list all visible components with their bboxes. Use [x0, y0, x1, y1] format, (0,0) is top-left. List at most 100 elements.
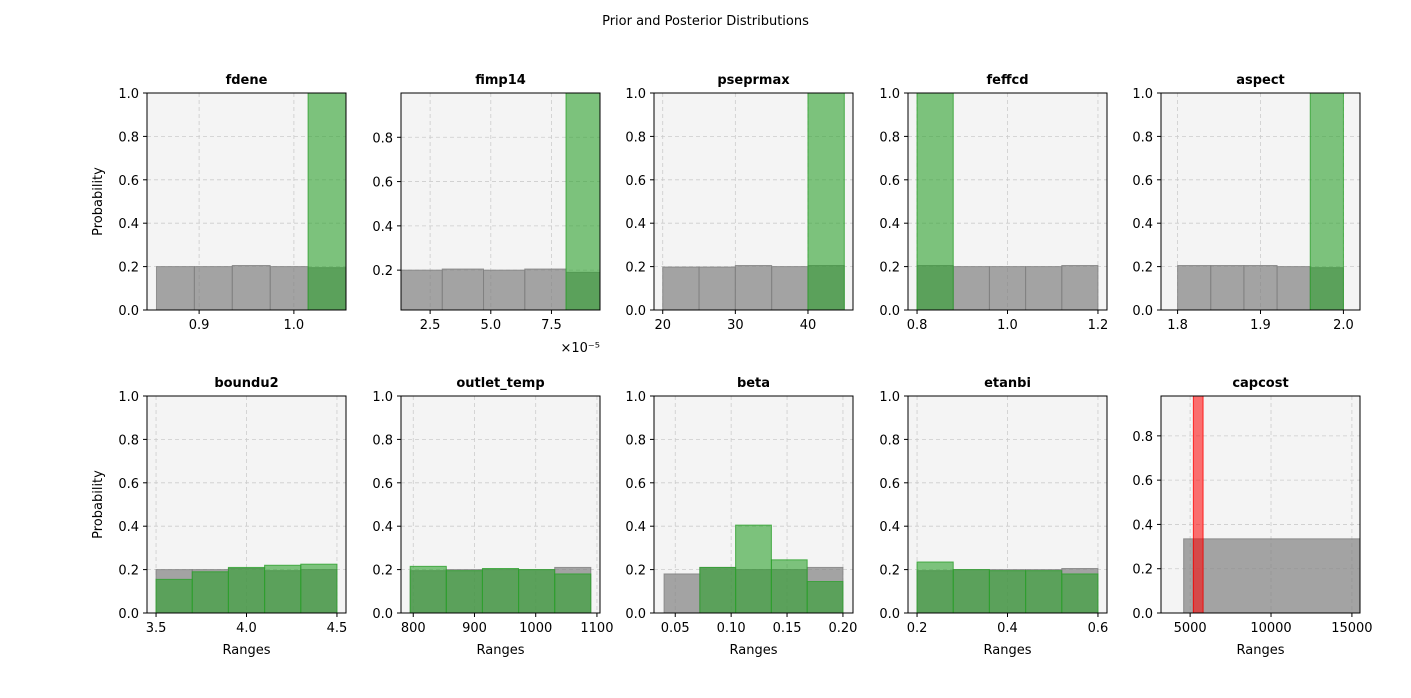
- x-tick-label: 1.0: [284, 318, 305, 333]
- x-offset-label: ×10⁻⁵: [560, 341, 600, 356]
- y-tick-label: 0.0: [118, 607, 139, 622]
- figure-title: Prior and Posterior Distributions: [602, 14, 809, 29]
- prior-bar: [1210, 265, 1245, 310]
- x-tick-label: 0.15: [773, 621, 802, 636]
- posterior-bar: [518, 569, 556, 613]
- y-tick-label: 0.4: [372, 520, 393, 535]
- posterior-bar: [1025, 570, 1063, 613]
- y-tick-label: 0.6: [372, 477, 393, 492]
- prior-bar: [771, 266, 809, 310]
- x-tick-label: 3.5: [146, 621, 167, 636]
- axes-frame: [1160, 395, 1361, 614]
- y-tick-label: 0.6: [118, 174, 139, 189]
- posterior-bar: [916, 93, 954, 310]
- y-tick-label: 1.0: [118, 390, 139, 405]
- y-tick-label: 0.2: [372, 564, 393, 579]
- y-tick-label: 0.8: [372, 131, 393, 146]
- x-tick-label: 7.5: [541, 318, 562, 333]
- subplot-capcost: 5000 10000 15000 0.0 0.2 0.4 0.6 0.8 capcost Rang…: [1132, 376, 1372, 658]
- x-tick-label: 0.4: [997, 621, 1018, 636]
- posterior-bar: [916, 561, 954, 613]
- posterior-bar: [307, 93, 346, 310]
- bars: [155, 93, 346, 310]
- posterior-bar: [445, 570, 483, 613]
- posterior-bar: [1309, 93, 1344, 310]
- bars: [409, 565, 592, 613]
- y-tick-label: 0.6: [879, 174, 900, 189]
- x-tick-label: 800: [401, 621, 426, 636]
- subplot-outlet_temp: 800 900 1000 1100 0.0 0.2 0.4 0.6 0.8 1.0 outlet_t…: [372, 376, 613, 658]
- subplot-boundu2: 3.5 4.0 4.5 0.0 0.2 0.4 0.6 0.8 1.0 boundu2 Ranges…: [91, 376, 347, 658]
- y-tick-label: 0.6: [1132, 474, 1153, 489]
- subplot-title: pseprmax: [717, 73, 790, 88]
- prior-bar: [1202, 538, 1360, 613]
- bars: [916, 93, 1099, 310]
- subplot-title: boundu2: [214, 376, 278, 391]
- x-tick-label: 15000: [1331, 621, 1372, 636]
- bars: [662, 93, 845, 310]
- prior-bar: [1243, 265, 1278, 310]
- x-tick-label: 20: [654, 318, 671, 333]
- posterior-bar: [409, 565, 447, 613]
- y-tick-label: 0.2: [1132, 261, 1153, 276]
- y-tick-label: 1.0: [625, 87, 646, 102]
- y-tick-label: 1.0: [1132, 87, 1153, 102]
- posterior-bar: [770, 559, 808, 613]
- prior-bar: [483, 269, 526, 310]
- posterior-bar: [1061, 573, 1099, 613]
- y-tick-label: 0.0: [625, 304, 646, 319]
- prior-bar: [401, 269, 443, 310]
- posterior-bar: [988, 570, 1027, 613]
- y-tick-label: 0.4: [879, 217, 900, 232]
- y-tick-label: 1.0: [879, 87, 900, 102]
- subplot-title: outlet_temp: [456, 376, 544, 391]
- subplot-aspect: 1.8 1.9 2.0 0.0 0.2 0.4 0.6 0.8 1.0 aspect: [1132, 73, 1361, 333]
- y-axis-label: Probability: [91, 470, 106, 539]
- subplot-beta: 0.05 0.10 0.15 0.20 0.0 0.2 0.4 0.6 0.8 1.0 beta Ra…: [625, 376, 857, 658]
- y-tick-label: 0.8: [1132, 130, 1153, 145]
- subplot-title: beta: [737, 376, 770, 391]
- y-tick-label: 0.4: [879, 520, 900, 535]
- axes-frame: [653, 395, 854, 614]
- y-tick-label: 0.8: [1132, 430, 1153, 445]
- prior-bar: [1061, 265, 1099, 310]
- y-tick-label: 0.6: [625, 174, 646, 189]
- y-tick-label: 0.8: [879, 433, 900, 448]
- y-tick-label: 0.0: [625, 607, 646, 622]
- x-tick-label: 1.9: [1250, 318, 1271, 333]
- posterior-bar: [191, 571, 229, 613]
- y-tick-label: 0.4: [1132, 518, 1153, 533]
- prior-bar: [231, 265, 271, 310]
- y-tick-label: 0.0: [372, 607, 393, 622]
- y-tick-label: 0.8: [118, 433, 139, 448]
- y-tick-label: 0.2: [372, 264, 393, 279]
- axes-frame: [400, 92, 601, 311]
- posterior-bar: [735, 524, 772, 613]
- prior-bar: [698, 266, 736, 310]
- x-axis-label: Ranges: [223, 643, 271, 658]
- prior-bar: [1183, 538, 1194, 613]
- x-axis-label: Ranges: [984, 643, 1032, 658]
- subplot-etanbi: 0.2 0.4 0.6 0.0 0.2 0.4 0.6 0.8 1.0 etanbi Ranges: [879, 376, 1108, 658]
- posterior-bar: [264, 564, 302, 613]
- prior-bar: [155, 266, 195, 310]
- x-tick-label: 2.0: [1333, 318, 1354, 333]
- subplot-grid: 0.9 1.0 0.0 0.2 0.4 0.6 0.8 1.0 fdene Probability…: [91, 73, 1373, 658]
- y-tick-label: 0.0: [879, 607, 900, 622]
- x-axis-label: Ranges: [730, 643, 778, 658]
- x-tick-label: 5.0: [480, 318, 501, 333]
- posterior-bar: [554, 573, 592, 613]
- y-tick-label: 1.0: [879, 390, 900, 405]
- x-tick-label: 10000: [1250, 621, 1291, 636]
- y-tick-label: 0.8: [625, 130, 646, 145]
- y-tick-label: 0.6: [372, 176, 393, 191]
- y-tick-label: 0.2: [625, 261, 646, 276]
- prior-bar: [663, 573, 701, 613]
- y-tick-label: 0.0: [118, 304, 139, 319]
- y-tick-label: 0.0: [1132, 607, 1153, 622]
- x-tick-label: 1000: [519, 621, 552, 636]
- y-tick-label: 0.8: [118, 130, 139, 145]
- x-axis-label: Ranges: [477, 643, 525, 658]
- y-tick-label: 0.4: [118, 217, 139, 232]
